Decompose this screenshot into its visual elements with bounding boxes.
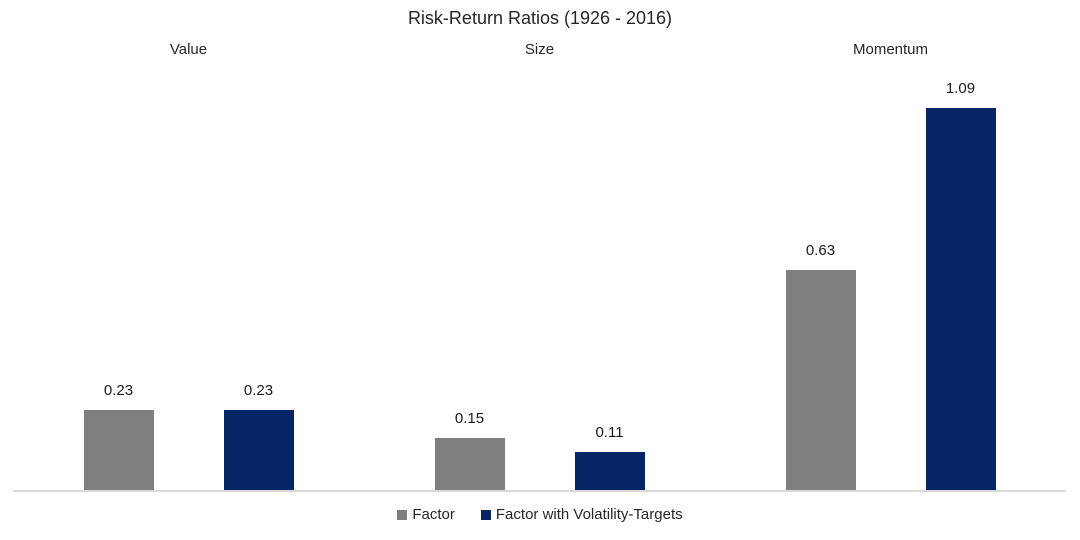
data-label-size-series-1: 0.11 [595, 424, 624, 441]
data-label-value-series-0: 0.23 [103, 382, 134, 399]
bar-value-series-1 [223, 410, 294, 491]
chart-title: Risk-Return Ratios (1926 - 2016) [407, 8, 673, 28]
bar-value-series-0 [83, 410, 154, 491]
legend-label: Factor with Volatility-Targets [495, 506, 683, 523]
legend-label: Factor [412, 506, 455, 523]
data-label-value-series-1: 0.23 [243, 382, 274, 399]
data-label-momentum-series-1: 1.09 [945, 80, 976, 97]
bar-size-series-1 [574, 452, 645, 491]
legend-swatch-icon [480, 510, 491, 520]
bar-momentum-series-0 [785, 270, 856, 491]
legend-item-1: Factor with Volatility-Targets [480, 506, 683, 524]
bar-momentum-series-1 [925, 108, 996, 491]
legend: Factor Factor with Volatility-Targets [0, 506, 1080, 524]
data-label-size-series-0: 0.15 [454, 410, 485, 427]
category-label-momentum: Momentum [852, 41, 929, 58]
data-label-momentum-series-0: 0.63 [805, 242, 836, 259]
bar-size-series-0 [434, 438, 505, 491]
category-label-size: Size [524, 41, 555, 58]
x-axis-line [13, 490, 1066, 492]
legend-item-0: Factor [397, 506, 455, 524]
legend-swatch-icon [397, 510, 408, 520]
category-label-value: Value [169, 41, 208, 58]
